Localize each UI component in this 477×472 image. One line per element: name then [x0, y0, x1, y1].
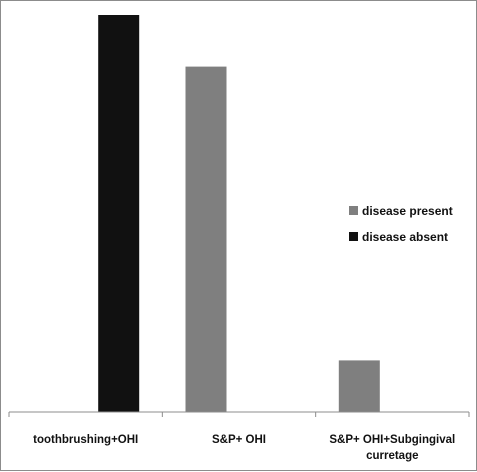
legend-label-disease-present: disease present [362, 204, 453, 218]
bars-group [98, 15, 380, 412]
legend-swatch-disease-absent [349, 232, 358, 241]
x-tick-label-3: S&P+ OHI+Subgingival curretage [329, 434, 455, 462]
x-axis [8, 411, 470, 417]
x-tick-label-2: S&P+ OHI [212, 434, 266, 446]
bar-disease-present-2 [185, 66, 227, 412]
legend: disease present disease absent [349, 204, 453, 244]
bar-disease-present-3 [338, 360, 380, 412]
x-tick-labels: toothbrushing+OHI S&P+ OHI S&P+ OHI+Subgin… [33, 434, 455, 462]
legend-swatch-disease-present [349, 206, 358, 215]
x-tick-label-1: toothbrushing+OHI [33, 434, 138, 446]
legend-label-disease-absent: disease absent [362, 230, 448, 244]
bar-disease-absent-1 [98, 15, 140, 412]
